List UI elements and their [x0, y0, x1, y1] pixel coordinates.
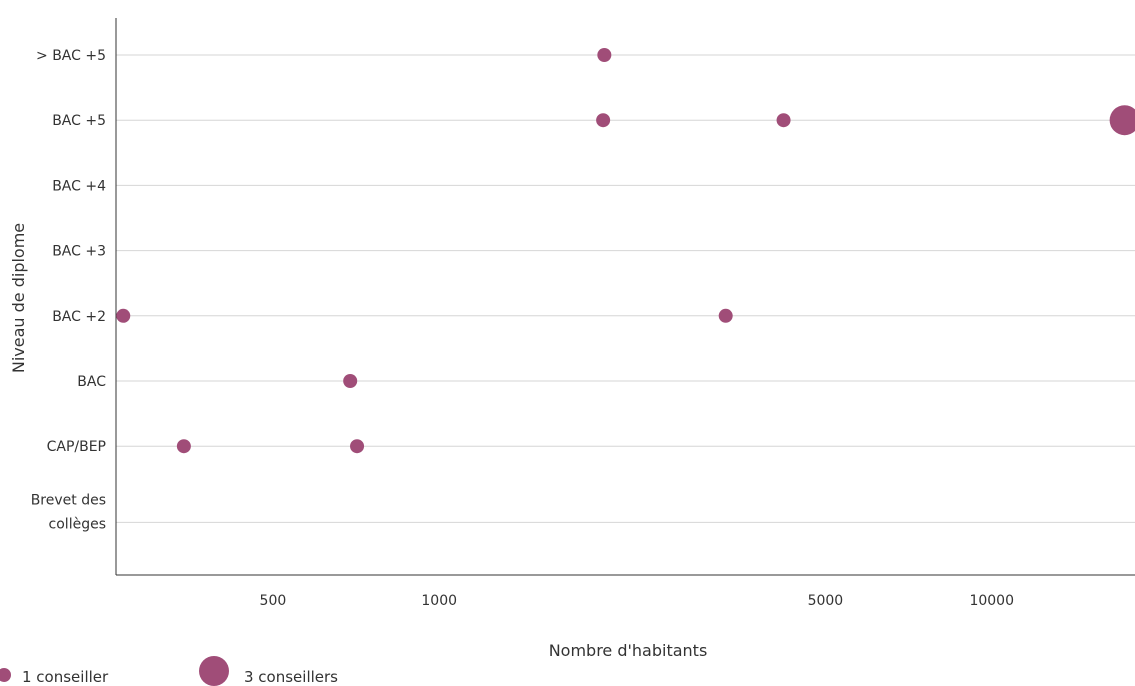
data-point-3: [776, 113, 791, 128]
legend-marker-1: [0, 668, 11, 682]
x-tick-500: 500: [260, 593, 287, 609]
x-tick-10000: 10000: [969, 593, 1014, 609]
data-point-5: [116, 308, 131, 323]
x-tick-5000: 5000: [808, 593, 844, 609]
legend-label-1: 1 conseiller: [22, 668, 109, 686]
data-points: [116, 48, 1135, 454]
x-tick-1000: 1000: [421, 593, 457, 609]
y-tick-bac4: BAC +4: [52, 178, 106, 194]
data-point-2: [596, 113, 611, 128]
data-point-8: [350, 439, 365, 454]
y-tick-bac3: BAC +3: [52, 244, 106, 260]
data-point-4: [1109, 105, 1135, 136]
legend-label-2: 3 conseillers: [244, 668, 338, 686]
legend-marker-2: [199, 656, 229, 686]
data-point-7: [343, 374, 358, 388]
axes: [115, 18, 1135, 576]
y-axis-title: Niveau de diplome: [9, 223, 28, 373]
data-point-1: [597, 48, 612, 62]
data-point-9: [176, 439, 191, 454]
data-point-6: [718, 308, 733, 323]
legend: 1 conseiller 3 conseillers: [0, 656, 338, 686]
y-tick-brevet: Brevet des collèges: [31, 492, 106, 532]
y-tick-bac2: BAC +2: [52, 309, 106, 325]
y-tick-bac5: BAC +5: [52, 113, 106, 129]
x-tick-labels: 500 1000 5000 10000: [260, 593, 1014, 609]
gridlines: [116, 54, 1135, 523]
y-tick-gtbac5: > BAC +5: [36, 48, 106, 64]
y-tick-bac: BAC: [77, 374, 106, 390]
y-tick-capbep: CAP/BEP: [47, 439, 106, 455]
x-axis-title: Nombre d'habitants: [549, 641, 708, 660]
y-tick-labels: Brevet des collèges CAP/BEP BAC BAC +2 BAC +3…: [31, 48, 107, 532]
